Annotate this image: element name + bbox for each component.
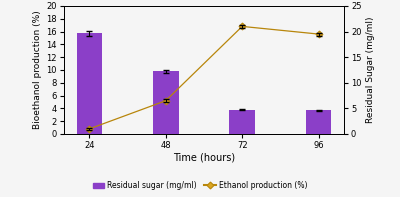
Bar [77,33,102,134]
Bar [230,110,255,134]
Bar [153,71,178,134]
X-axis label: Time (hours): Time (hours) [173,153,235,163]
Legend: Residual sugar (mg/ml), Ethanol production (%): Residual sugar (mg/ml), Ethanol producti… [90,178,310,193]
Bar [306,110,331,134]
Y-axis label: Residual Sugar (mg/ml): Residual Sugar (mg/ml) [366,17,375,123]
Y-axis label: Bioethanol production (%): Bioethanol production (%) [33,11,42,129]
